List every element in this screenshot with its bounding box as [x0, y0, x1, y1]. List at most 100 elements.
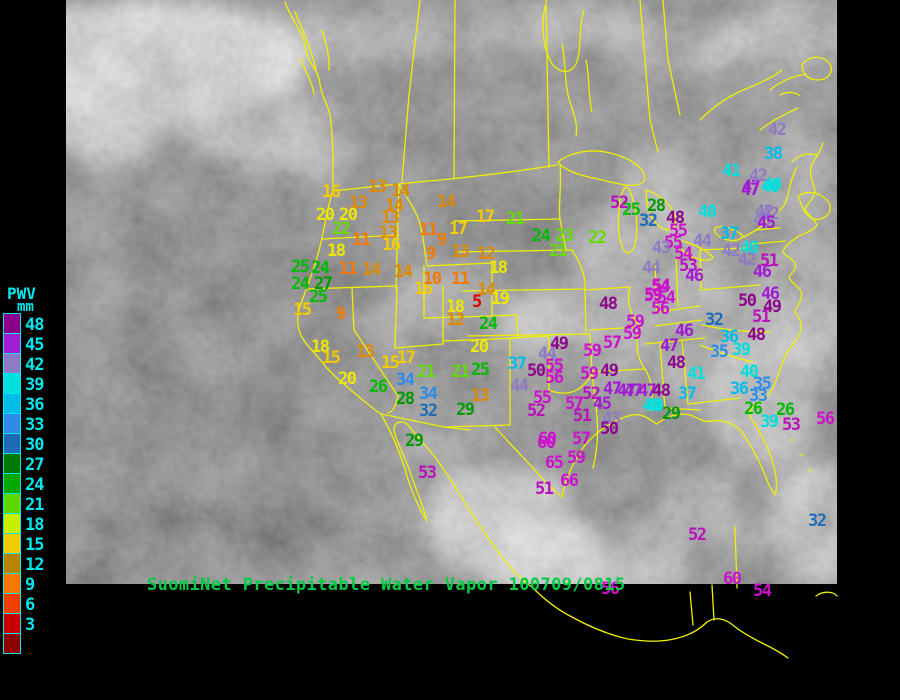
station-value: 49 [763, 297, 782, 317]
station-value: 43 [602, 409, 621, 429]
station-value: 13 [349, 193, 368, 213]
station-value: 17 [449, 219, 468, 239]
legend-swatch [3, 433, 21, 454]
station-value: 59 [644, 286, 663, 306]
station-value: 40 [740, 362, 759, 382]
station-value: 42 [722, 241, 741, 261]
station-value: 56 [545, 368, 564, 388]
station-value: 12 [446, 310, 465, 330]
station-value: 36 [720, 327, 739, 347]
legend-row: 27 [2, 453, 62, 475]
station-value: 28 [647, 196, 666, 216]
station-value: 47 [603, 379, 622, 399]
legend-swatch [3, 453, 21, 474]
station-value: 42 [768, 120, 787, 140]
station-value: 24 [479, 314, 498, 334]
station-value: 9 [437, 230, 447, 250]
station-value: 14 [362, 260, 381, 280]
legend-swatch [3, 393, 21, 414]
station-value: 59 [644, 285, 663, 305]
station-value: 41 [687, 364, 706, 384]
station-value: 59 [583, 341, 602, 361]
station-value: 13 [471, 386, 490, 406]
station-value: 5 [472, 292, 482, 312]
station-value: 54 [674, 244, 693, 264]
station-value: 39 [760, 412, 779, 432]
station-value: 47 [638, 381, 657, 401]
legend-tick-label: 48 [25, 315, 45, 335]
station-value: 55 [545, 356, 564, 376]
station-value: 34 [396, 370, 415, 390]
station-value: 39 [732, 340, 751, 360]
legend-row: 48 [2, 313, 62, 335]
station-value: 48 [667, 353, 686, 373]
station-value: 15 [381, 353, 400, 373]
legend-row: 9 [2, 573, 62, 595]
station-value: 44 [510, 376, 529, 396]
station-value: 53 [679, 256, 698, 276]
legend-tick-label: 24 [25, 475, 45, 495]
station-value: 51 [535, 479, 554, 499]
station-value: 18 [327, 241, 346, 261]
legend-tick-label: 30 [25, 435, 45, 455]
station-value: 32 [808, 511, 827, 531]
station-value: 26 [369, 377, 388, 397]
station-value: 66 [560, 471, 579, 491]
station-value: 20 [338, 369, 357, 389]
station-value: 21 [451, 362, 470, 382]
station-value: 54 [652, 276, 671, 296]
station-value: 13 [451, 242, 470, 262]
station-value: 18 [446, 297, 465, 317]
station-value: 52 [527, 401, 546, 421]
station-value: 10 [423, 269, 442, 289]
station-value: 37 [720, 224, 739, 244]
legend-row: 3 [2, 613, 62, 635]
station-value: 50 [738, 291, 757, 311]
station-value: 60 [537, 433, 556, 453]
station-value: 42 [755, 202, 774, 222]
station-value: 16 [382, 235, 401, 255]
legend-tick-label: 39 [25, 375, 45, 395]
legend-row: 12 [2, 553, 62, 575]
legend-swatch [3, 473, 21, 494]
station-value: 60 [538, 429, 557, 449]
station-value: 24 [311, 258, 330, 278]
legend-tick-label: 18 [25, 515, 45, 535]
station-value: 21 [549, 241, 568, 261]
station-value: 49 [600, 361, 619, 381]
station-value: 57 [572, 429, 591, 449]
station-value: 13 [356, 342, 375, 362]
station-value: 25 [291, 257, 310, 277]
station-value: 11 [419, 220, 438, 240]
station-value: 47 [742, 177, 761, 197]
station-value: 17 [397, 348, 416, 368]
station-value: 56 [816, 409, 835, 429]
legend-unit: mm [17, 299, 34, 315]
map-borders [284, 0, 838, 659]
station-value: 22 [332, 219, 351, 239]
station-value: 59 [567, 448, 586, 468]
station-value: 20 [316, 205, 335, 225]
legend-row: 15 [2, 533, 62, 555]
station-value: 52 [610, 193, 629, 213]
station-value: 51 [752, 307, 771, 327]
station-value: 48 [666, 208, 685, 228]
station-value: 47 [660, 336, 679, 356]
station-value: 50 [527, 361, 546, 381]
station-value: 40 [642, 396, 661, 416]
station-value: 46 [685, 266, 704, 286]
legend-tick-label: 36 [25, 395, 45, 415]
legend-tick-label: 12 [25, 555, 45, 575]
station-value: 46 [753, 262, 772, 282]
station-value: 40 [645, 396, 664, 416]
station-value: 37 [508, 354, 527, 374]
station-value: 21 [417, 362, 436, 382]
station-value: 16 [414, 279, 433, 299]
station-value: 48 [599, 294, 618, 314]
station-value: 40 [740, 238, 759, 258]
pwv-legend: PWV mm 48 45 42 39 36 33 30 27 24 21 18 15 12 9 6 3 [2, 286, 62, 654]
station-value: 55 [664, 233, 683, 253]
station-value: 44 [693, 231, 712, 251]
